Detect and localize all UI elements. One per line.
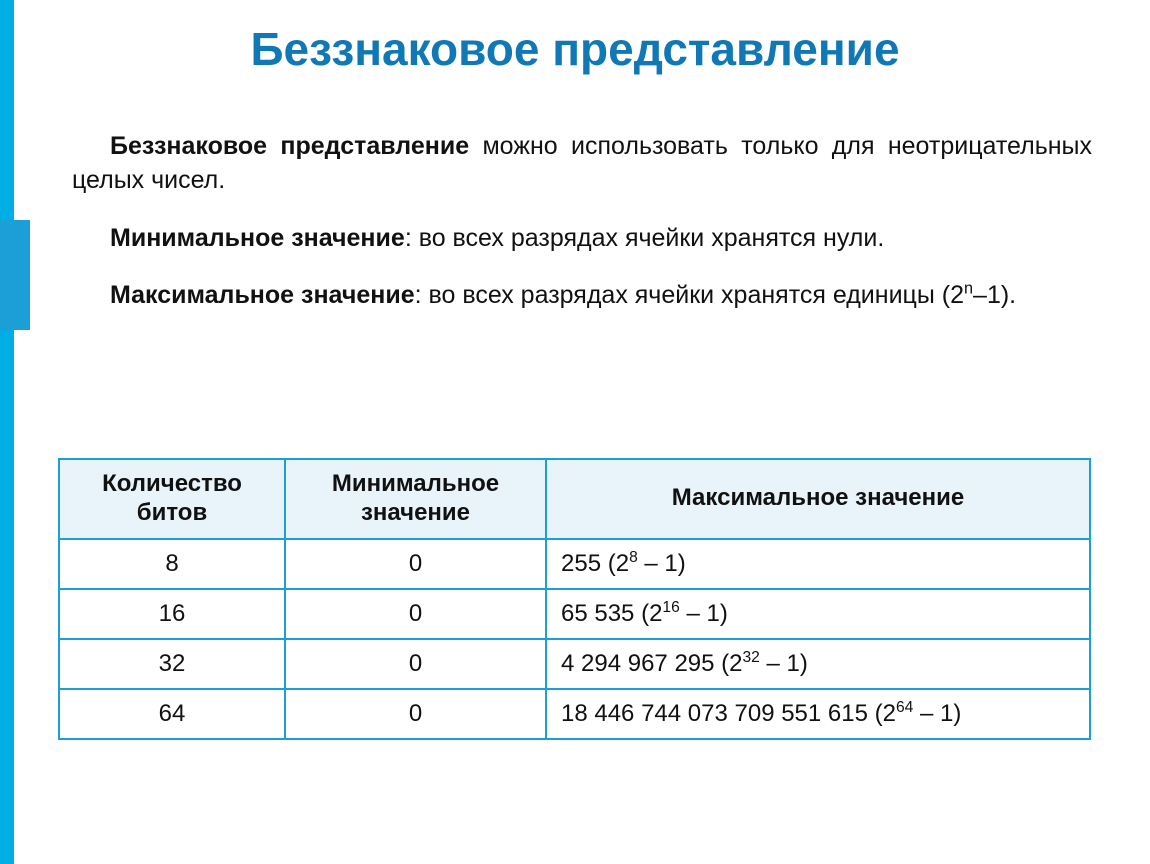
cell-max: 18 446 744 073 709 551 615 (264 – 1) <box>546 689 1090 739</box>
max-sup: 64 <box>896 699 913 716</box>
table-row: 32 0 4 294 967 295 (232 – 1) <box>59 639 1090 689</box>
cell-max: 4 294 967 295 (232 – 1) <box>546 639 1090 689</box>
col-max-header: Максимальное значение <box>546 459 1090 539</box>
table-row: 16 0 65 535 (216 – 1) <box>59 589 1090 639</box>
left-bar-accent <box>0 220 30 330</box>
paragraph-2: Минимальное значение: во всех разрядах я… <box>72 222 1092 256</box>
p2-rest: : во всех разрядах ячейки хранятся нули. <box>405 224 884 252</box>
cell-bits: 32 <box>59 639 285 689</box>
cell-bits: 64 <box>59 689 285 739</box>
cell-bits: 8 <box>59 539 285 589</box>
p1-bold: Беззнаковое представление <box>110 132 469 160</box>
max-a: 18 446 744 073 709 551 615 (2 <box>561 700 896 727</box>
cell-min: 0 <box>285 639 546 689</box>
max-b: – 1) <box>638 550 686 577</box>
max-sup: 8 <box>629 549 638 566</box>
cell-max: 65 535 (216 – 1) <box>546 589 1090 639</box>
paragraph-3: Максимальное значение: во всех разрядах … <box>72 279 1092 313</box>
max-b: – 1) <box>913 700 961 727</box>
p3-rest-c: –1). <box>973 281 1016 309</box>
slide: Беззнаковое представление Беззнаковое пр… <box>0 0 1150 864</box>
col-min-header: Минимальное значение <box>285 459 546 539</box>
cell-bits: 16 <box>59 589 285 639</box>
p2-bold: Минимальное значение <box>110 224 405 252</box>
table-row: 8 0 255 (28 – 1) <box>59 539 1090 589</box>
max-b: – 1) <box>680 600 728 627</box>
left-bar-outer <box>0 0 14 864</box>
cell-min: 0 <box>285 539 546 589</box>
page-title: Беззнаковое представление <box>0 22 1150 76</box>
paragraph-1: Беззнаковое представление можно использо… <box>72 130 1092 198</box>
max-sup: 32 <box>743 649 760 666</box>
col-bits-header: Количество битов <box>59 459 285 539</box>
max-b: – 1) <box>760 650 808 677</box>
p3-bold: Максимальное значение <box>110 281 415 309</box>
cell-min: 0 <box>285 589 546 639</box>
table-header-row: Количество битов Минимальное значение Ма… <box>59 459 1090 539</box>
max-sup: 16 <box>662 599 679 616</box>
max-a: 65 535 (2 <box>561 600 662 627</box>
max-a: 4 294 967 295 (2 <box>561 650 743 677</box>
table-row: 64 0 18 446 744 073 709 551 615 (264 – 1… <box>59 689 1090 739</box>
cell-min: 0 <box>285 689 546 739</box>
body-text: Беззнаковое представление можно использо… <box>72 130 1092 337</box>
p3-rest-a: : во всех разрядах ячейки хранятся едини… <box>415 281 964 309</box>
cell-max: 255 (28 – 1) <box>546 539 1090 589</box>
p3-sup: n <box>964 280 973 298</box>
max-a: 255 (2 <box>561 550 629 577</box>
values-table: Количество битов Минимальное значение Ма… <box>58 458 1091 740</box>
